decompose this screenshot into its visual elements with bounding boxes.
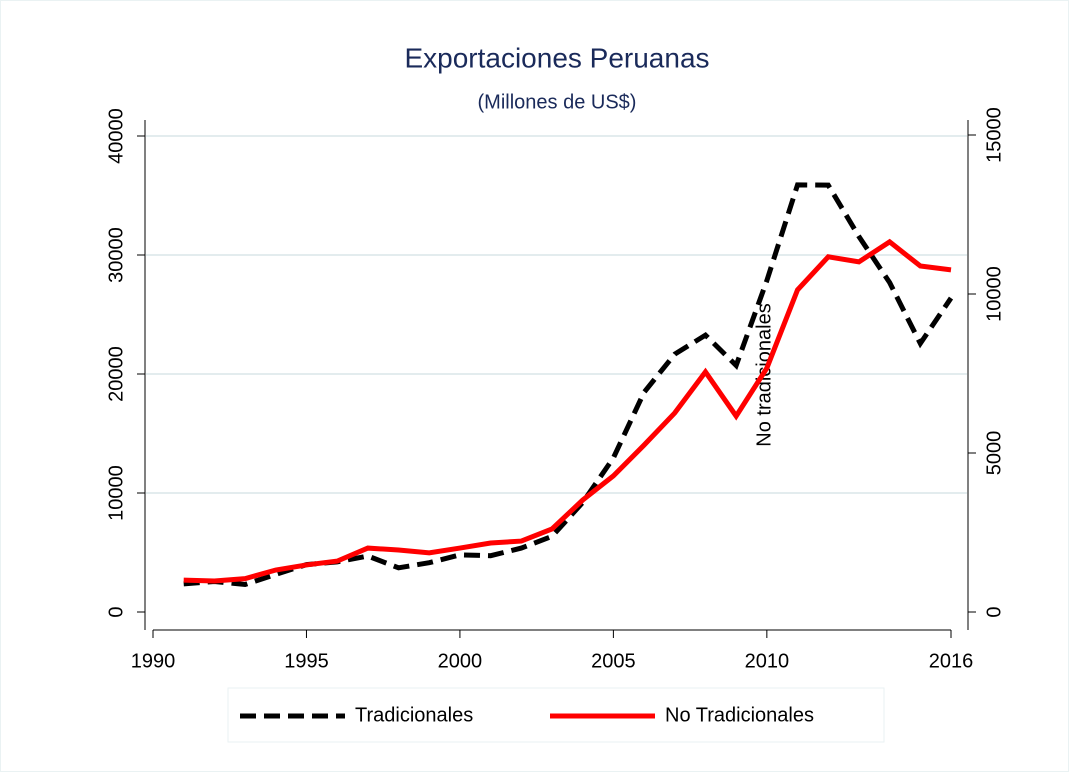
chart-title: Exportaciones Peruanas <box>404 42 709 73</box>
x-tick-label: 2016 <box>929 650 974 672</box>
y-tick-label: 40000 <box>105 108 127 164</box>
y-tick-label: 20000 <box>105 346 127 402</box>
chart-subtitle: (Millones de US$) <box>478 91 637 113</box>
y2-tick-label: 0 <box>983 606 1005 617</box>
y2-tick-label: 15000 <box>983 107 1005 163</box>
x-tick-label: 1995 <box>284 650 329 672</box>
y-tick-label: 30000 <box>105 227 127 283</box>
legend-label: No Tradicionales <box>665 704 814 726</box>
y-tick-label: 0 <box>105 606 127 617</box>
x-tick-label: 1990 <box>131 650 176 672</box>
x-tick-label: 2005 <box>591 650 636 672</box>
y-tick-label: 10000 <box>105 465 127 521</box>
y2-tick-label: 10000 <box>983 266 1005 322</box>
legend-label: Tradicionales <box>355 704 473 726</box>
y2-tick-label: 5000 <box>983 431 1005 476</box>
x-tick-label: 2010 <box>745 650 790 672</box>
data-line <box>183 238 952 584</box>
x-tick-label: 2000 <box>438 650 483 672</box>
